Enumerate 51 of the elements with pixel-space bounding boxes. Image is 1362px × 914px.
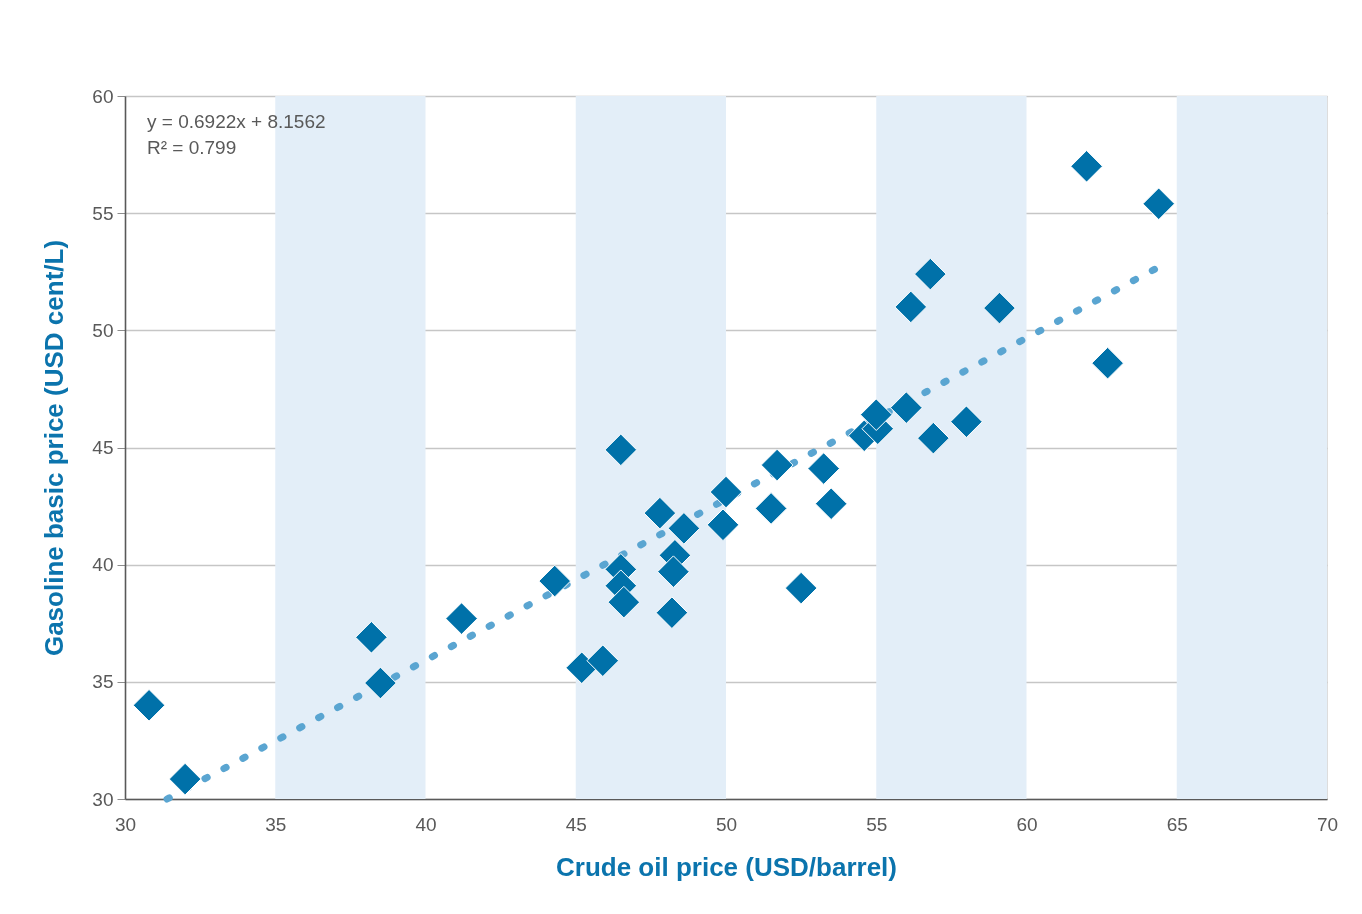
annotation: R² = 0.799: [147, 137, 237, 158]
point: [1070, 149, 1103, 183]
x-tick-label: 30: [114, 813, 137, 835]
point: [1091, 346, 1124, 380]
x-tick-label: 70: [1316, 813, 1339, 835]
x-tick-label: 60: [1016, 813, 1038, 835]
point: [1142, 187, 1176, 221]
point: [565, 651, 599, 685]
point: [917, 421, 950, 455]
point: [132, 688, 166, 722]
point: [586, 644, 620, 678]
point: [604, 433, 638, 467]
point: [754, 492, 788, 525]
x-tick-label: 65: [1166, 813, 1188, 835]
x-tick-label: 35: [265, 813, 287, 835]
x-tick-label: 50: [715, 813, 738, 835]
x-tick-label: 45: [565, 813, 587, 835]
point: [814, 487, 848, 521]
x-tick-label: 40: [415, 813, 437, 835]
point: [643, 496, 677, 530]
y-tick-label: 40: [92, 554, 114, 576]
y-axis-title: Gasoline basic price (USD cent/L): [39, 239, 70, 657]
y-tick-label: 60: [92, 85, 114, 107]
point: [709, 475, 743, 509]
point: [538, 564, 572, 598]
point: [950, 405, 983, 439]
point: [655, 596, 689, 630]
point: [657, 555, 690, 589]
point: [706, 508, 740, 542]
y-tick-label: 45: [92, 437, 114, 458]
point: [445, 602, 478, 635]
y-tick-label: 30: [92, 788, 114, 810]
point: [355, 621, 388, 654]
point: [607, 585, 641, 619]
annotation: y = 0.6922x + 8.1562: [147, 111, 326, 132]
point: [859, 398, 893, 431]
x-tick-label: 55: [866, 813, 888, 835]
point: [914, 257, 947, 291]
point: [667, 512, 701, 545]
point: [364, 666, 397, 700]
point: [760, 448, 794, 482]
y-tick-label: 35: [92, 671, 114, 693]
point: [168, 762, 202, 796]
y-tick-label: 50: [92, 319, 114, 341]
x-axis-title: Crude oil price (USD/barrel): [556, 851, 897, 882]
point: [894, 290, 928, 324]
point: [889, 391, 923, 424]
point: [983, 291, 1016, 325]
point: [784, 571, 818, 605]
point: [807, 452, 840, 485]
y-tick-label: 55: [92, 202, 114, 224]
